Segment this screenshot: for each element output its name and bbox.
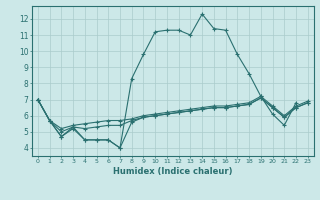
X-axis label: Humidex (Indice chaleur): Humidex (Indice chaleur) bbox=[113, 167, 233, 176]
